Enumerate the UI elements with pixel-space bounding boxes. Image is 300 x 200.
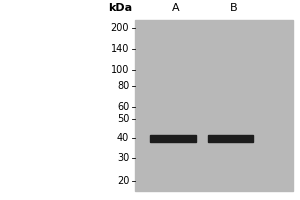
Text: A: A — [172, 3, 179, 13]
Bar — [208, 135, 253, 142]
Text: B: B — [230, 3, 237, 13]
Text: 100: 100 — [111, 65, 129, 75]
Bar — [150, 135, 196, 142]
Text: 200: 200 — [111, 23, 129, 33]
Text: 140: 140 — [111, 44, 129, 54]
Text: 60: 60 — [117, 102, 129, 112]
Text: 20: 20 — [117, 176, 129, 186]
Text: 80: 80 — [117, 81, 129, 91]
Bar — [135, 20, 293, 191]
Text: 30: 30 — [117, 153, 129, 163]
Text: 40: 40 — [117, 133, 129, 143]
Text: kDa: kDa — [108, 3, 132, 13]
Text: 50: 50 — [117, 114, 129, 124]
